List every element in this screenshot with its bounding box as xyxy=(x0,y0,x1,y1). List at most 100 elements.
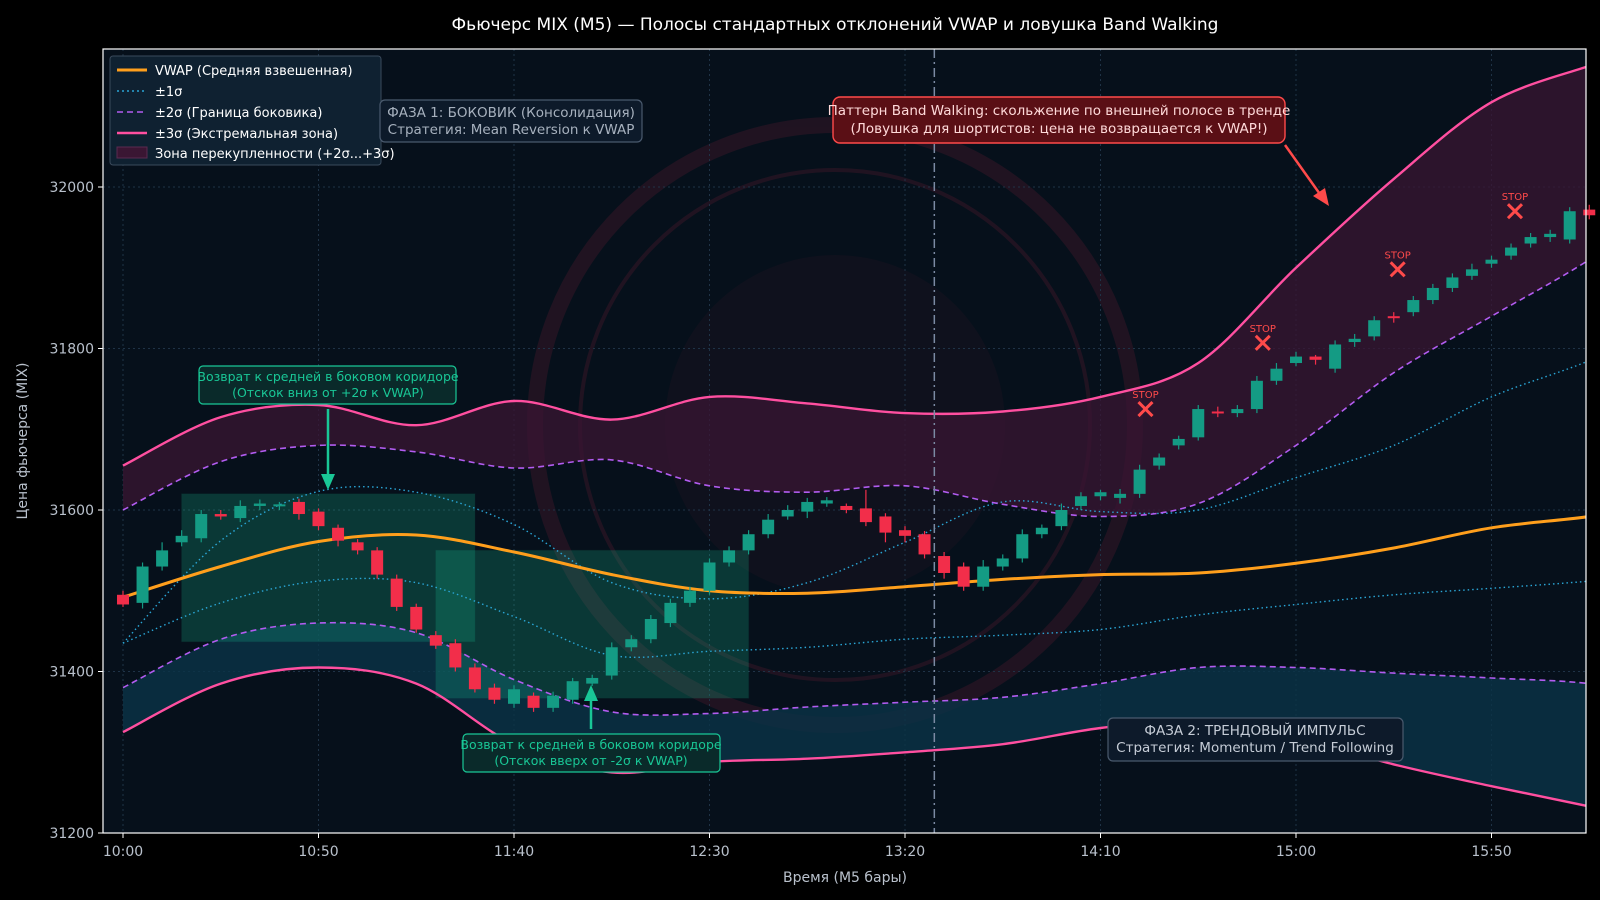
reversion-zone-2 xyxy=(435,549,750,699)
stop-label: STOP xyxy=(1384,250,1410,261)
candle-down xyxy=(429,635,442,646)
legend: VWAP (Средняя взвешенная) ±1σ ±2σ (Грани… xyxy=(109,55,395,166)
candle-up xyxy=(1426,287,1439,301)
legend-label-vwap: VWAP (Средняя взвешенная) xyxy=(155,64,353,79)
reversion-zone-1 xyxy=(181,493,476,643)
candle-up xyxy=(1446,277,1459,288)
revert-down-arrowhead xyxy=(321,474,335,490)
x-axis-label: Время (M5 бары) xyxy=(783,870,907,886)
band-walking-title: Паттерн Band Walking: скольжение по внеш… xyxy=(828,103,1291,119)
candle-down xyxy=(840,505,853,510)
y-tick-label: 31800 xyxy=(49,342,94,358)
candle-up xyxy=(1544,233,1557,238)
candle-up xyxy=(586,677,599,684)
phase1-strategy: Стратегия: Mean Reversion к VWAP xyxy=(388,122,635,138)
candle-up xyxy=(1290,356,1302,364)
candle-up xyxy=(1016,534,1029,559)
candle-down xyxy=(292,501,305,515)
candle-up xyxy=(977,566,990,587)
candle-up xyxy=(1231,409,1244,414)
candle-up xyxy=(644,619,657,640)
candle-up xyxy=(605,647,618,676)
candle-up xyxy=(1172,438,1185,446)
revert-up-annotation: Возврат к средней в боковом коридоре (От… xyxy=(460,685,722,773)
candle-down xyxy=(332,527,345,541)
revert-down-subtitle: (Отскок вниз от +2σ к VWAP) xyxy=(232,385,424,400)
candle-up xyxy=(820,500,833,504)
candle-down xyxy=(117,594,129,605)
candle-up xyxy=(547,695,560,708)
candle-up xyxy=(1485,259,1498,264)
revert-down-annotation: Возврат к средней в боковом коридоре (От… xyxy=(197,365,459,490)
candle-down xyxy=(957,566,970,587)
band-walking-arrowhead xyxy=(1313,188,1329,206)
phase2-title: ФАЗА 2: ТРЕНДОВЫЙ ИМПУЛЬС xyxy=(1144,721,1365,739)
axes: 31200 31400 31600 31800 32000 10:00 10:50 11:40… xyxy=(49,180,1511,860)
candle-up xyxy=(175,535,188,543)
candle-up xyxy=(1114,493,1127,498)
candle-up xyxy=(1074,496,1087,506)
candle-down xyxy=(527,695,540,708)
plot-frame xyxy=(102,48,1587,834)
candle-up xyxy=(996,558,1009,567)
lower-zone-fill xyxy=(123,622,1586,806)
candle-up xyxy=(1368,320,1381,337)
x-tick-label: 13:20 xyxy=(885,844,925,860)
stop-label: STOP xyxy=(1132,390,1158,401)
y-tick-label: 31600 xyxy=(49,503,94,519)
legend-label-sigma2: ±2σ (Граница боковика) xyxy=(155,106,322,121)
candle-down xyxy=(1387,316,1400,319)
candle-up xyxy=(156,550,169,567)
y-tick-label: 32000 xyxy=(49,180,94,196)
plus2-line xyxy=(122,260,1586,518)
minus3-line xyxy=(122,666,1586,807)
candle-up xyxy=(625,639,638,648)
phase1-title: ФАЗА 1: БОКОВИК (Консолидация) xyxy=(387,105,635,121)
x-tick-label: 10:50 xyxy=(298,844,338,860)
candle-up xyxy=(234,505,247,519)
candle-up xyxy=(1192,409,1205,438)
vwap-line xyxy=(122,515,1586,599)
stop-x-mark xyxy=(1389,261,1406,278)
y-axis-label: Цена фьючерса (MIX) xyxy=(15,363,31,520)
candle-up xyxy=(1270,368,1283,381)
minus1-line xyxy=(122,577,1586,658)
candle-up xyxy=(723,550,736,563)
candle-up xyxy=(1329,344,1342,369)
y-tick-label: 31400 xyxy=(49,665,94,681)
band-lines xyxy=(122,65,1586,807)
candle-down xyxy=(879,516,892,533)
candle-down xyxy=(1309,356,1322,360)
candle-up xyxy=(566,681,579,700)
candle-up xyxy=(742,534,755,551)
candle-down xyxy=(390,578,403,607)
candle-up xyxy=(1153,457,1166,466)
candle-down xyxy=(351,542,364,551)
candle-up xyxy=(1094,492,1107,497)
candle-down xyxy=(312,511,325,527)
revert-up-title: Возврат к средней в боковом коридоре xyxy=(460,737,722,752)
candle-up xyxy=(1348,338,1361,343)
legend-label-zone: Зона перекупленности (+2σ...+3σ) xyxy=(155,147,395,162)
candle-up xyxy=(253,503,266,506)
candle-up xyxy=(683,590,696,603)
candle-down xyxy=(371,550,384,575)
candle-up xyxy=(1465,269,1478,276)
chart-title: Фьючерс MIX (M5) — Полосы стандартных от… xyxy=(452,15,1219,35)
candle-up xyxy=(1505,247,1518,256)
stop-label: STOP xyxy=(1502,192,1528,203)
candle-up xyxy=(1524,237,1537,244)
candle-down xyxy=(918,534,931,555)
stop-x-mark xyxy=(1137,401,1154,418)
candle-down xyxy=(214,514,227,517)
stop-label: STOP xyxy=(1250,324,1276,335)
stop-x-mark xyxy=(1254,334,1271,351)
x-tick-label: 12:30 xyxy=(689,844,729,860)
band-zones xyxy=(123,67,1586,806)
candle-up xyxy=(664,602,677,624)
candle-up xyxy=(801,501,814,512)
candle-up xyxy=(1407,300,1420,313)
candle-up xyxy=(195,514,208,539)
candle-down xyxy=(1211,411,1224,414)
stop-x-mark xyxy=(1506,203,1524,220)
